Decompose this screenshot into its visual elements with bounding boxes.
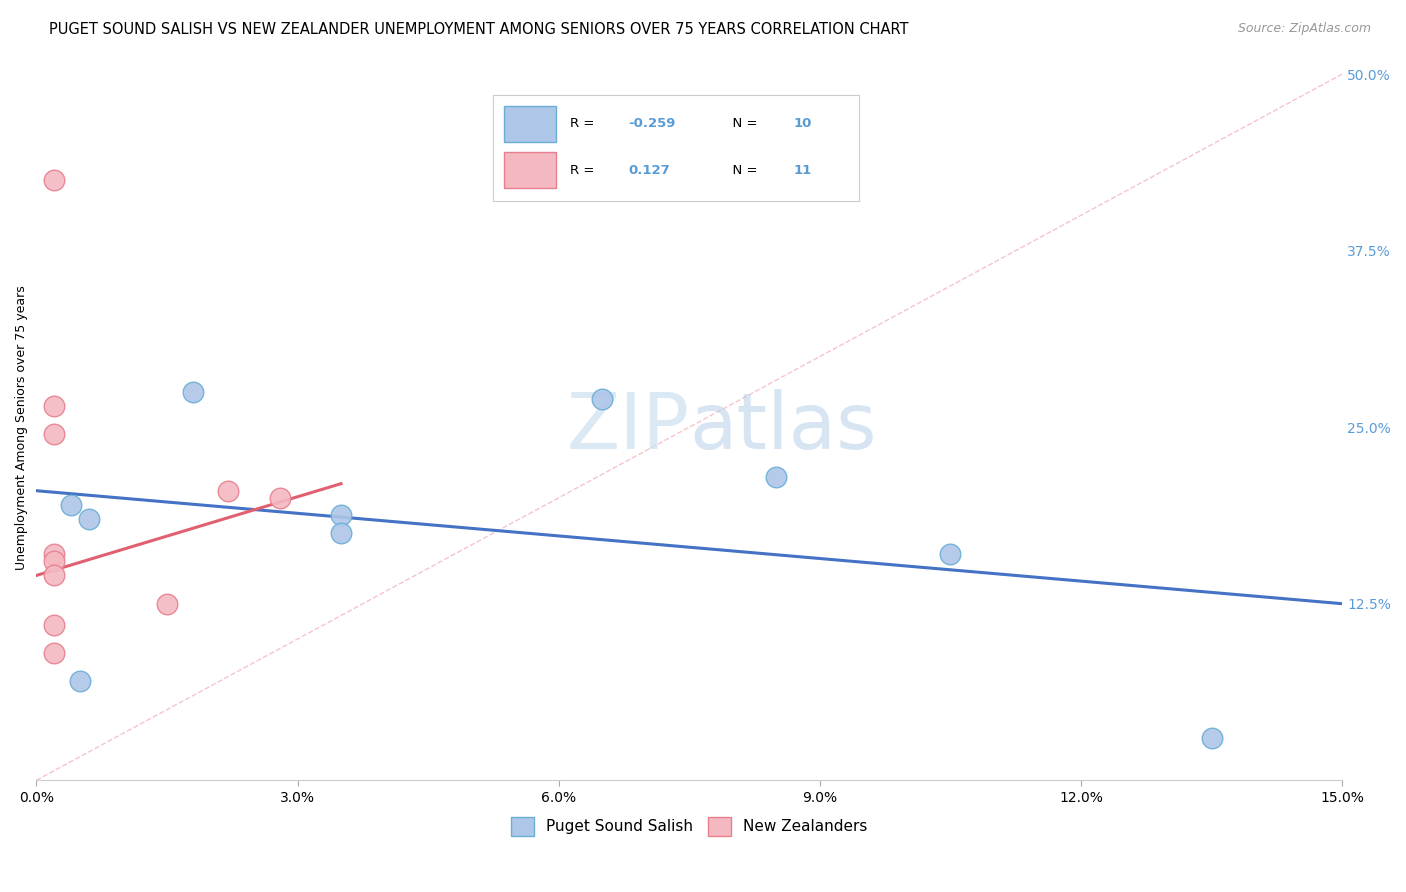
Point <box>42 173 65 187</box>
Y-axis label: Unemployment Among Seniors over 75 years: Unemployment Among Seniors over 75 years <box>15 285 28 569</box>
Point <box>330 508 353 522</box>
Point <box>77 512 100 526</box>
Point <box>42 547 65 561</box>
Text: PUGET SOUND SALISH VS NEW ZEALANDER UNEMPLOYMENT AMONG SENIORS OVER 75 YEARS COR: PUGET SOUND SALISH VS NEW ZEALANDER UNEM… <box>49 22 908 37</box>
Point <box>765 469 787 483</box>
Point <box>181 384 204 399</box>
Point <box>42 399 65 413</box>
Legend: Puget Sound Salish, New Zealanders: Puget Sound Salish, New Zealanders <box>503 809 876 843</box>
Point <box>591 392 613 406</box>
Point <box>42 427 65 442</box>
Point <box>269 491 291 505</box>
Point <box>939 547 962 561</box>
Point <box>60 498 83 512</box>
Point <box>42 568 65 582</box>
Point <box>42 554 65 568</box>
Text: Source: ZipAtlas.com: Source: ZipAtlas.com <box>1237 22 1371 36</box>
Point <box>156 597 179 611</box>
Text: atlas: atlas <box>689 389 877 465</box>
Point <box>69 674 91 689</box>
Point <box>42 646 65 660</box>
Point <box>217 483 239 498</box>
Point <box>1201 731 1223 745</box>
Point <box>330 526 353 541</box>
Point <box>42 618 65 632</box>
Text: ZIP: ZIP <box>567 389 689 465</box>
